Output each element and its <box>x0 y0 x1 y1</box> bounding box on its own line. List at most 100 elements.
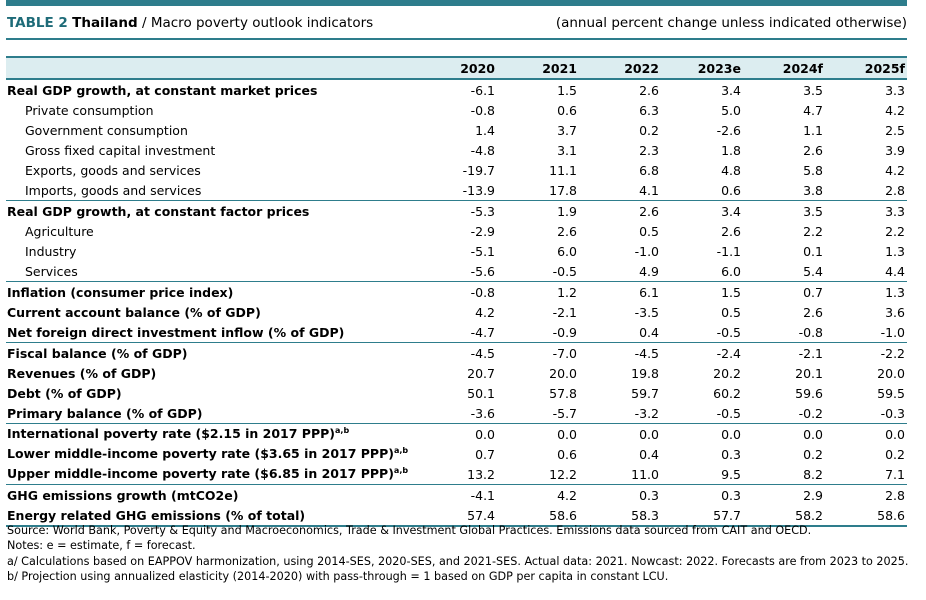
value-cell: -2.2 <box>825 342 907 363</box>
value-cell: -6.1 <box>470 82 495 98</box>
value-cell: -1.0 <box>634 243 659 259</box>
value-cell: 8.2 <box>803 466 823 482</box>
footnote-marker: a,b <box>393 446 409 456</box>
value-cell: 59.7 <box>631 385 659 401</box>
value-cell: 3.3 <box>825 200 907 221</box>
row-label-text: Real GDP growth, at constant market pric… <box>7 82 318 98</box>
value-cell: 2.5 <box>885 122 905 138</box>
value-cell: 4.2 <box>885 162 905 178</box>
table-row: Upper middle-income poverty rate ($6.85 … <box>6 464 907 485</box>
value-cell: 20.2 <box>713 365 741 381</box>
value-cell: 57.8 <box>549 385 577 401</box>
value-cell: 3.7 <box>557 122 577 138</box>
row-label: Energy related GHG emissions (% of total… <box>6 505 415 527</box>
value-cell: 20.7 <box>467 365 495 381</box>
value-cell: 0.3 <box>661 484 743 505</box>
value-cell: 2.8 <box>885 182 905 198</box>
value-cell: 5.0 <box>721 102 741 118</box>
row-label: Lower middle-income poverty rate ($3.65 … <box>6 444 415 464</box>
value-cell: 2.6 <box>579 200 661 221</box>
value-cell: 1.2 <box>497 281 579 302</box>
value-cell: -1.1 <box>716 243 741 259</box>
row-label-text: GHG emissions growth (mtCO2e) <box>7 487 239 503</box>
note-source: Source: World Bank, Poverty & Equity and… <box>7 524 812 537</box>
value-cell: 58.3 <box>579 505 661 527</box>
value-cell: 1.9 <box>497 200 579 221</box>
value-cell: -0.5 <box>552 263 577 279</box>
footnote-marker: a,b <box>335 426 350 436</box>
value-cell: 0.3 <box>721 446 741 462</box>
value-cell: -2.1 <box>552 304 577 320</box>
table-row: Industry -5.1 6.0 -1.0 -1.1 0.1 1.3 <box>6 241 907 261</box>
row-label: Agriculture <box>6 221 415 241</box>
value-cell: 2.6 <box>721 223 741 239</box>
value-cell: 1.5 <box>661 281 743 302</box>
row-label: Primary balance (% of GDP) <box>6 403 415 424</box>
value-cell: 4.2 <box>497 484 579 505</box>
value-cell: 11.1 <box>549 162 577 178</box>
table-row: Private consumption -0.8 0.6 6.3 5.0 4.7 4.2 <box>6 100 907 120</box>
value-cell: 0.2 <box>885 446 905 462</box>
value-cell: -2.9 <box>470 223 495 239</box>
row-label: Revenues (% of GDP) <box>6 363 415 383</box>
row-label-text: Services <box>25 263 78 279</box>
row-label: Fiscal balance (% of GDP) <box>6 342 415 363</box>
row-label: International poverty rate ($2.15 in 201… <box>6 423 415 444</box>
table-row: Gross fixed capital investment -4.8 3.1 2.3… <box>6 140 907 160</box>
value-cell: -1.0 <box>880 324 905 340</box>
value-cell: 3.8 <box>803 182 823 198</box>
value-cell: 4.2 <box>475 304 495 320</box>
row-label: Exports, goods and services <box>6 160 415 180</box>
value-cell: 2.2 <box>803 223 823 239</box>
value-cell: -5.1 <box>470 243 495 259</box>
value-cell: 2.8 <box>825 484 907 505</box>
value-cell: 0.0 <box>415 423 497 444</box>
row-label-text: Current account balance (% of GDP) <box>7 304 261 320</box>
table-row: International poverty rate ($2.15 in 201… <box>6 423 907 444</box>
indicators-table: 2020 2021 2022 2023e 2024f 2025f Real GD… <box>6 56 907 527</box>
units-note: (annual percent change unless indicated … <box>555 15 907 31</box>
row-label-text: Debt (% of GDP) <box>7 385 122 401</box>
row-label: Net foreign direct investment inflow (% … <box>6 322 415 343</box>
value-cell: 0.5 <box>721 304 741 320</box>
value-cell: -4.7 <box>470 324 495 340</box>
value-cell: 2.3 <box>639 142 659 158</box>
value-cell: -5.3 <box>415 200 497 221</box>
value-cell: 0.0 <box>661 423 743 444</box>
value-cell: 6.1 <box>579 281 661 302</box>
top-accent-bar <box>6 0 907 6</box>
table-row: Primary balance (% of GDP) -3.6 -5.7 -3.2 -0… <box>6 403 907 424</box>
value-cell: 1.5 <box>557 82 577 98</box>
row-label: Upper middle-income poverty rate ($6.85 … <box>6 464 415 485</box>
table-row: Lower middle-income poverty rate ($3.65 … <box>6 444 907 464</box>
row-label-text: Energy related GHG emissions (% of total… <box>7 507 306 523</box>
table-row: Fiscal balance (% of GDP) -4.5 -7.0 -4.5 -2.… <box>6 342 907 363</box>
row-label: Government consumption <box>6 120 415 140</box>
value-cell: 1.4 <box>475 122 495 138</box>
value-cell: -4.1 <box>415 484 497 505</box>
table-row: Revenues (% of GDP) 20.7 20.0 19.8 20.2 20.1 2… <box>6 363 907 383</box>
value-cell: 2.2 <box>885 223 905 239</box>
table-subtitle: Macro poverty outlook indicators <box>150 15 374 31</box>
value-cell: 59.6 <box>795 385 823 401</box>
value-cell: -0.8 <box>470 102 495 118</box>
value-cell: 6.3 <box>639 102 659 118</box>
value-cell: 0.6 <box>557 102 577 118</box>
column-header: 2024f <box>743 56 825 80</box>
value-cell: 50.1 <box>467 385 495 401</box>
value-cell: 20.1 <box>795 365 823 381</box>
row-label: Current account balance (% of GDP) <box>6 302 415 322</box>
value-cell: 0.0 <box>579 423 661 444</box>
value-cell: 0.2 <box>639 122 659 138</box>
row-label-text: Private consumption <box>25 102 154 118</box>
value-cell: -13.9 <box>462 182 495 198</box>
value-cell: 4.7 <box>803 102 823 118</box>
value-cell: -0.8 <box>798 324 823 340</box>
value-cell: 17.8 <box>549 182 577 198</box>
row-label-text: Net foreign direct investment inflow (% … <box>7 324 345 340</box>
value-cell: 19.8 <box>631 365 659 381</box>
value-cell: 57.4 <box>415 505 497 527</box>
value-cell: 2.6 <box>639 82 659 98</box>
value-cell: 3.4 <box>721 82 741 98</box>
value-cell: 0.0 <box>497 423 579 444</box>
